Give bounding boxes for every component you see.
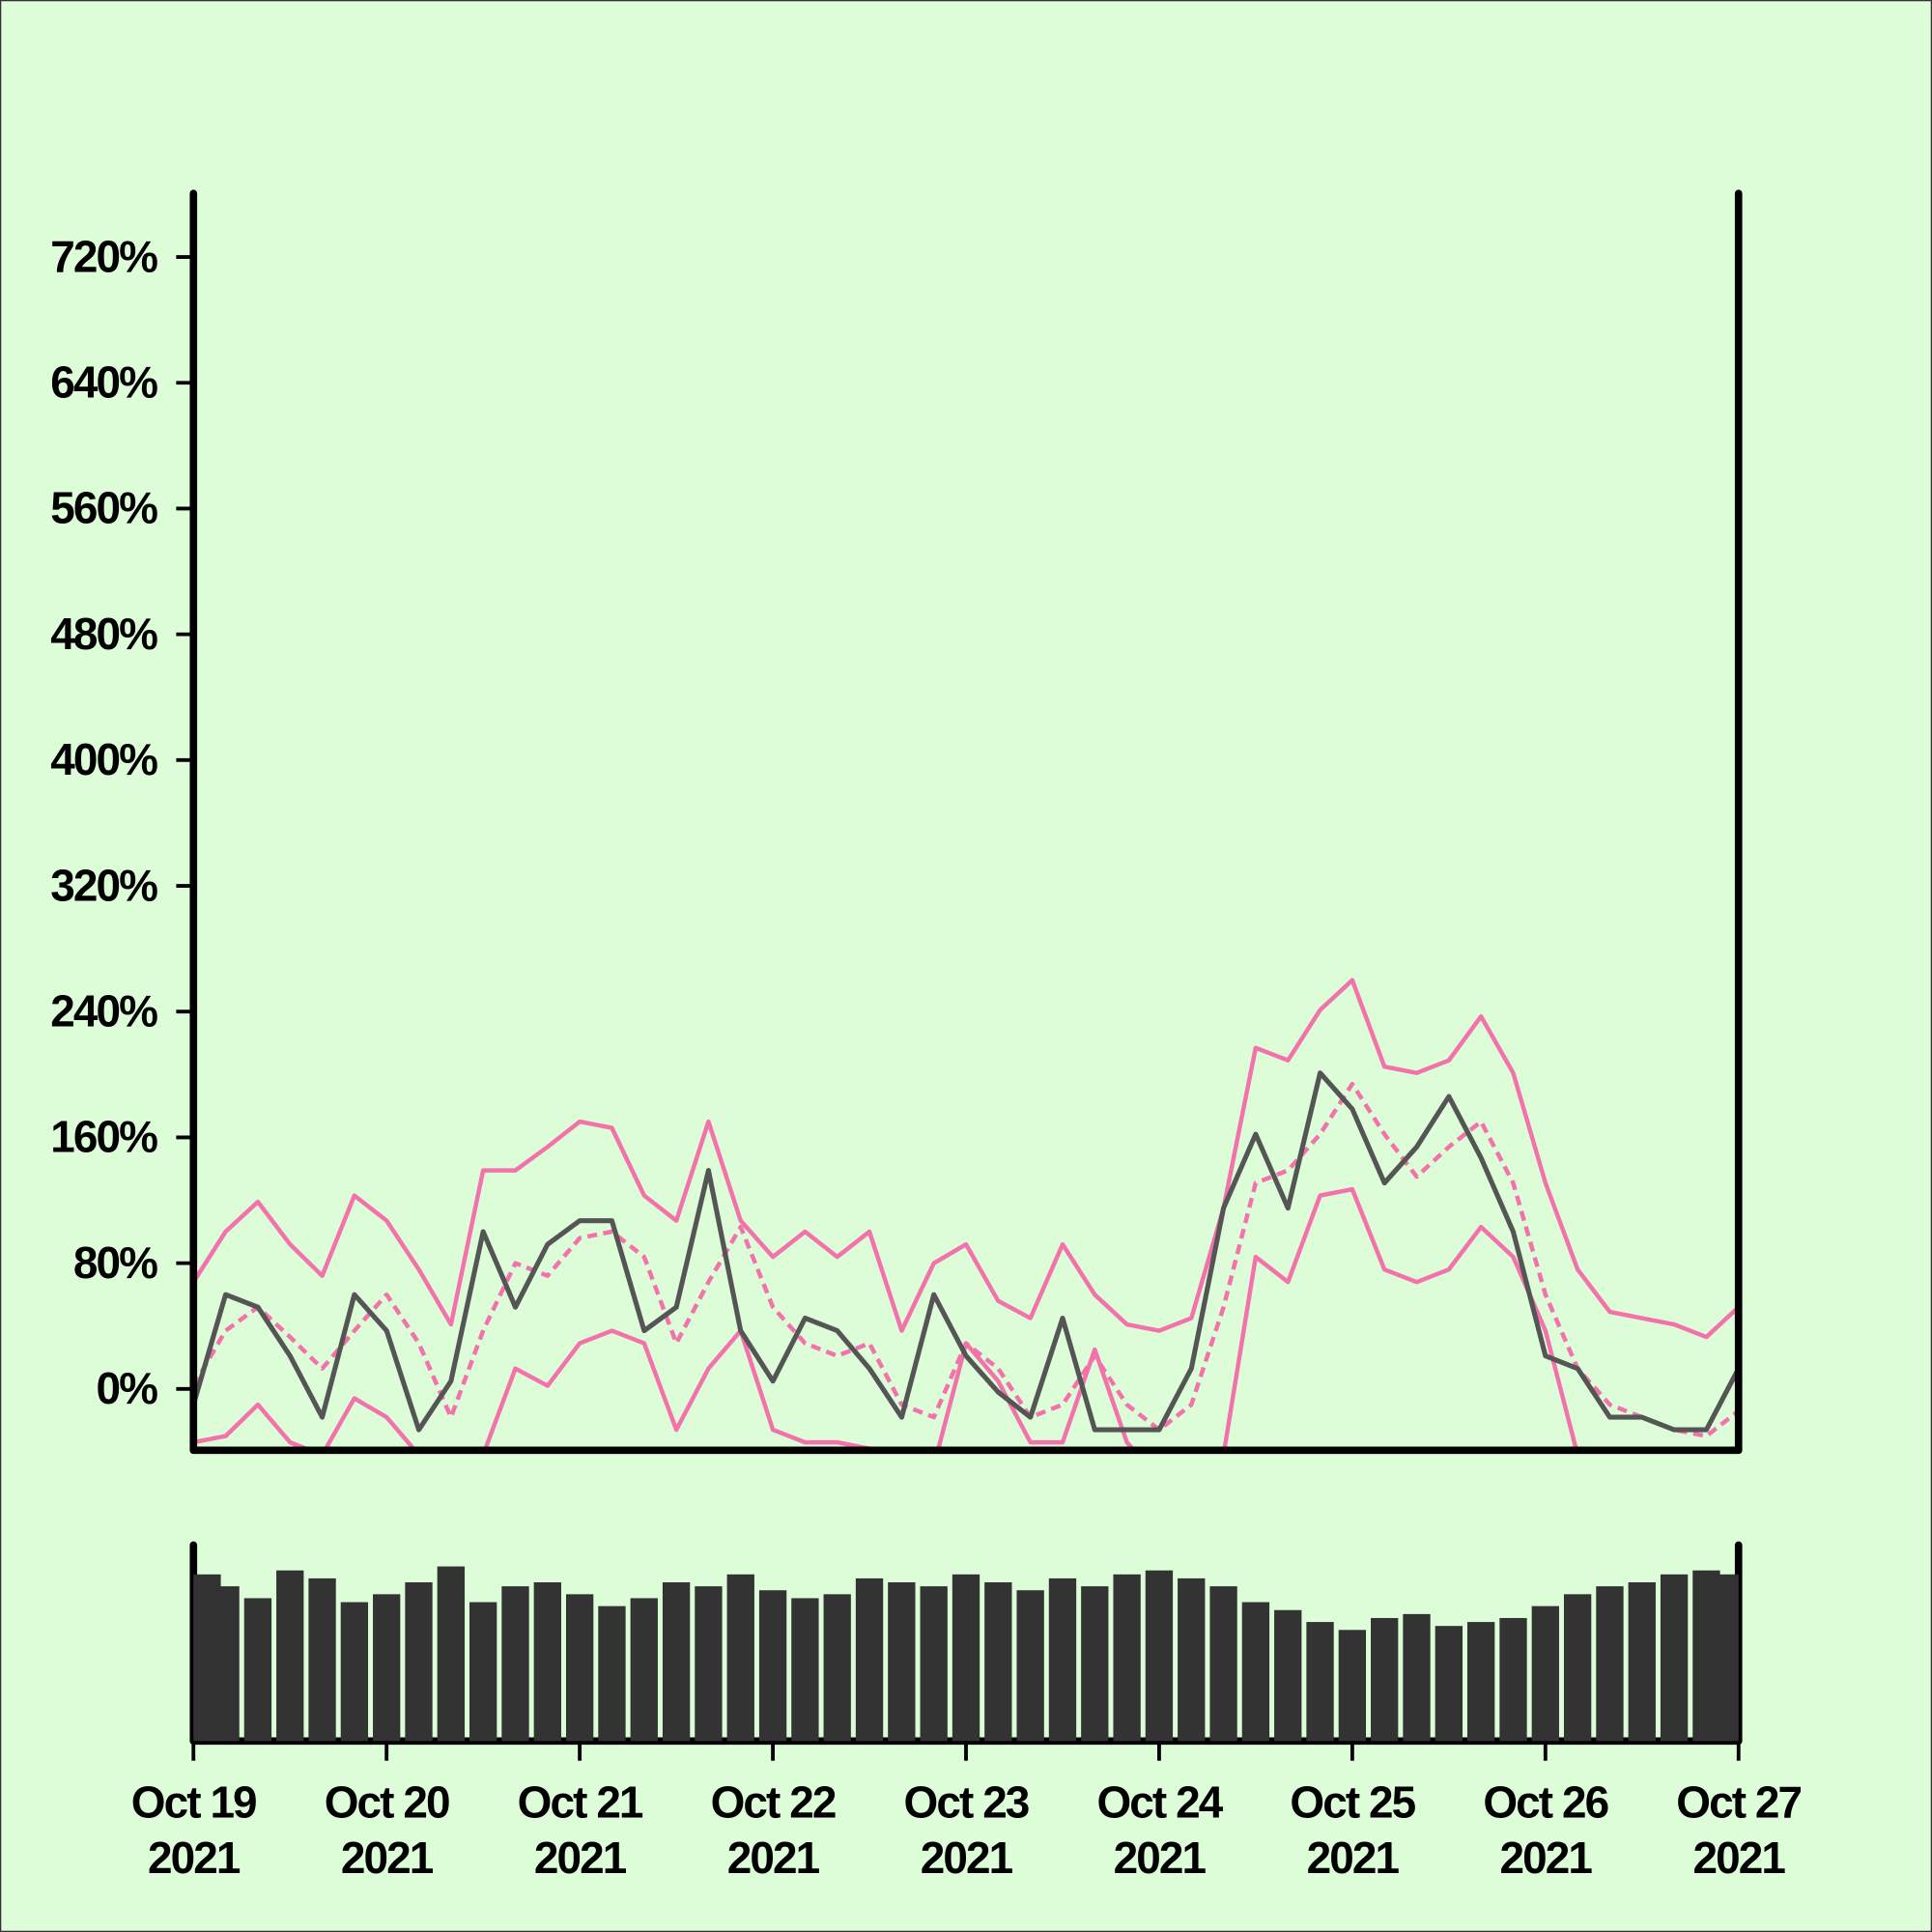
- y-tick-label: 160%: [50, 1112, 157, 1162]
- volume-bar: [855, 1577, 884, 1742]
- volume-bar: [565, 1594, 594, 1742]
- volume-bar: [823, 1594, 851, 1742]
- volume-bar: [1467, 1622, 1495, 1742]
- volume-bar: [373, 1594, 401, 1742]
- volume-bar: [1145, 1570, 1174, 1742]
- volume-bar: [1113, 1574, 1141, 1742]
- volume-bar: [791, 1598, 819, 1742]
- volume-bar: [1403, 1613, 1431, 1742]
- volume-bar: [920, 1586, 948, 1742]
- y-tick-label: 560%: [50, 483, 157, 533]
- series-line: [193, 1186, 1579, 1451]
- x-tick-label: Oct 20 2021: [325, 1776, 449, 1882]
- x-tick-label: Oct 22 2021: [711, 1776, 836, 1882]
- x-tick-label: Oct 19 2021: [131, 1776, 256, 1882]
- volume-bar: [501, 1586, 529, 1742]
- x-tick-label: Oct 23 2021: [904, 1776, 1029, 1882]
- y-tick-label: 400%: [50, 734, 157, 784]
- volume-bar: [888, 1582, 916, 1742]
- volume-bar: [1563, 1594, 1592, 1742]
- volume-bar: [952, 1574, 980, 1742]
- y-tick-label: 640%: [50, 357, 157, 408]
- volume-bar: [1660, 1574, 1689, 1742]
- volume-bar: [437, 1566, 465, 1742]
- volume-bar: [1628, 1582, 1656, 1742]
- volume-bar: [469, 1602, 497, 1742]
- x-tick-label: Oct 25 2021: [1290, 1776, 1415, 1882]
- volume-bar: [308, 1577, 336, 1742]
- volume-bar: [1274, 1609, 1302, 1742]
- x-tick-label: Oct 26 2021: [1483, 1776, 1607, 1882]
- volume-bar: [1306, 1622, 1334, 1742]
- volume-bar: [276, 1570, 304, 1742]
- volume-bar: [1435, 1626, 1463, 1742]
- volume-bar: [1338, 1630, 1367, 1742]
- y-tick-label: 480%: [50, 609, 157, 659]
- volume-bar: [984, 1582, 1012, 1742]
- y-tick-label: 320%: [50, 860, 157, 910]
- volume-bar: [1048, 1577, 1077, 1742]
- series-line: [193, 978, 1739, 1340]
- volume-bar: [1178, 1577, 1206, 1742]
- y-tick-label: 240%: [50, 986, 157, 1037]
- volume-bar: [726, 1574, 754, 1742]
- volume-bar: [340, 1602, 369, 1742]
- x-tick-label: Oct 27 2021: [1676, 1776, 1801, 1882]
- volume-bar: [1596, 1586, 1624, 1742]
- volume-bar: [533, 1582, 561, 1742]
- volume-bar: [1241, 1602, 1270, 1742]
- volume-bar: [598, 1605, 626, 1742]
- volume-bar: [1711, 1574, 1739, 1742]
- volume-bar: [243, 1598, 272, 1742]
- volume-bar: [1081, 1586, 1109, 1742]
- volume-bar: [1016, 1590, 1044, 1742]
- volume-bar: [1499, 1617, 1527, 1742]
- x-tick-label: Oct 24 2021: [1096, 1776, 1223, 1882]
- volume-bar: [1531, 1605, 1559, 1742]
- volume-bar: [405, 1582, 433, 1742]
- plot-area: [193, 978, 1739, 1451]
- volume-bar: [1371, 1617, 1399, 1742]
- volume-bar: [212, 1586, 240, 1742]
- y-tick-label: 720%: [50, 231, 157, 281]
- volume-bar: [758, 1590, 787, 1742]
- x-tick-label: Oct 21 2021: [518, 1776, 643, 1882]
- series-line: [193, 1070, 1739, 1433]
- y-tick-label: 80%: [73, 1237, 157, 1288]
- y-tick-label: 0%: [96, 1363, 157, 1413]
- volume-bar: [662, 1582, 691, 1742]
- volume-bar: [630, 1598, 658, 1742]
- volume-bar: [695, 1586, 723, 1742]
- volume-bar: [1209, 1586, 1237, 1742]
